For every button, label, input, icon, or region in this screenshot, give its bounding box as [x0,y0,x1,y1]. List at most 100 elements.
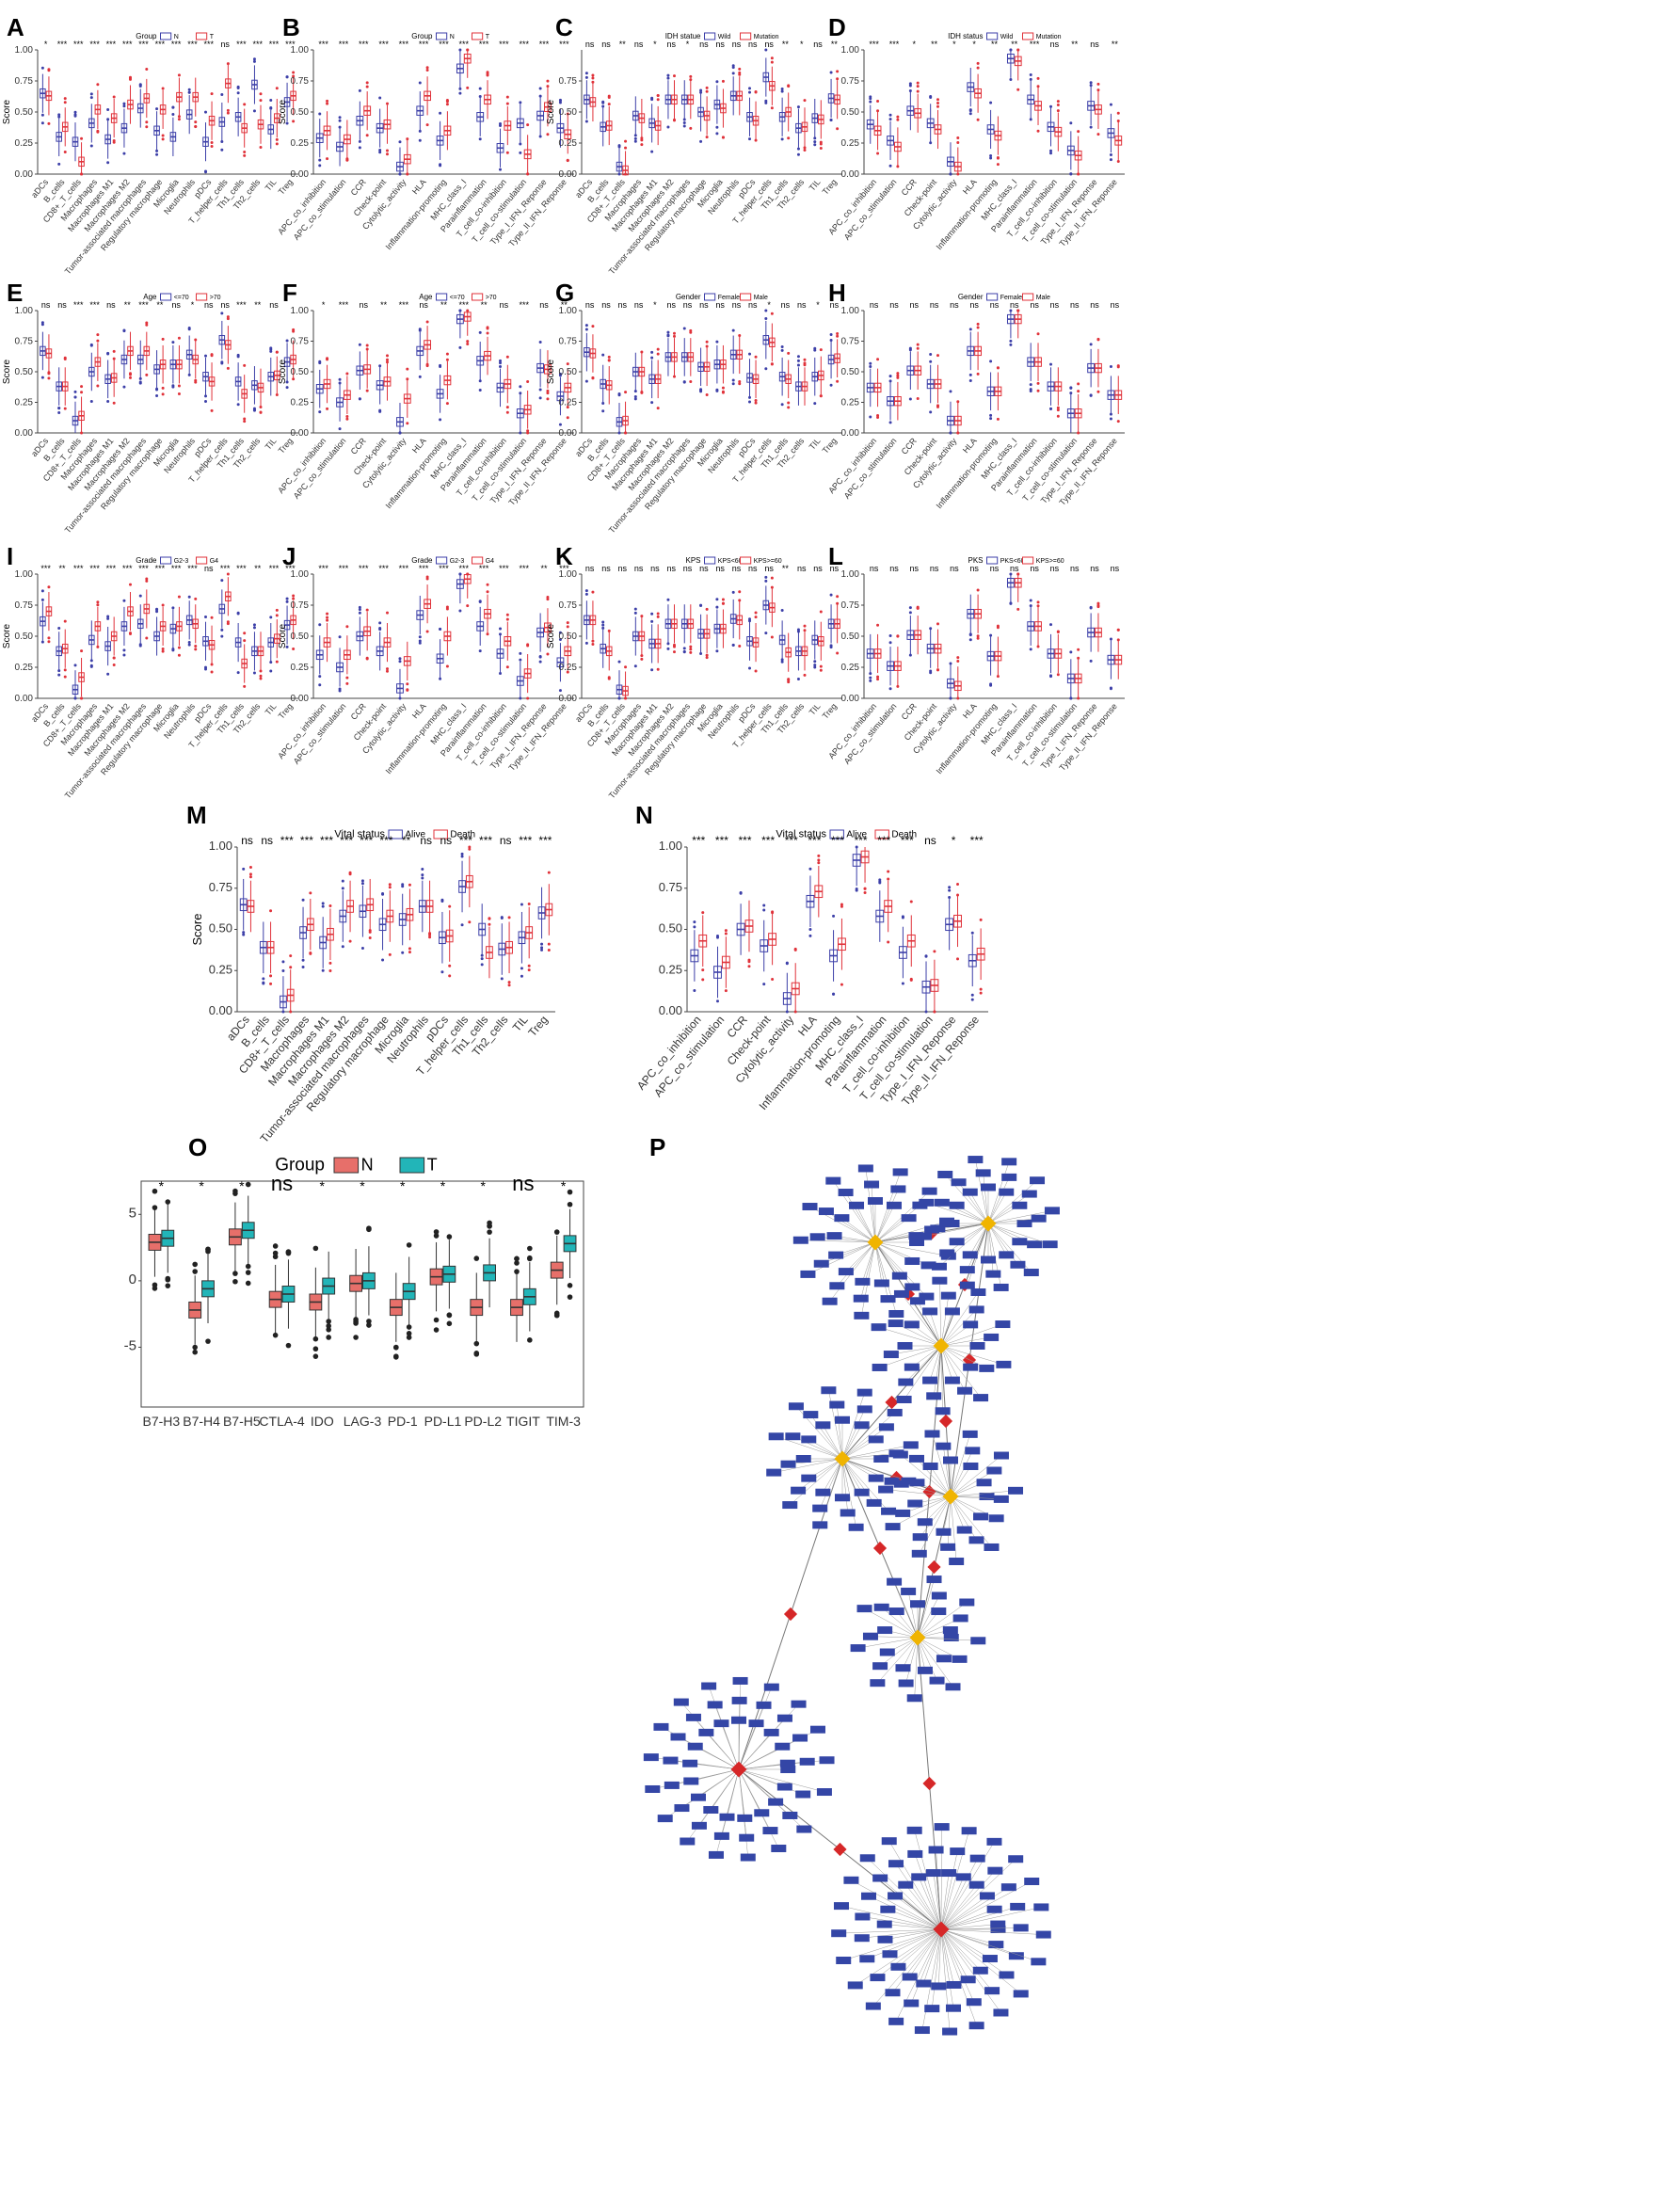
outlier-point [888,113,892,117]
outlier-point [785,961,789,965]
network-node [795,1790,811,1799]
network-node [931,1262,947,1271]
outlier-point [876,109,880,113]
outlier-point [819,610,823,614]
outlier-point [63,356,67,360]
network-spoke [874,1205,920,1243]
box-2-1 [241,1181,255,1287]
outlier-point [40,598,44,601]
network-spoke [886,1489,952,1497]
outlier-point [566,621,569,625]
significance-label: * [952,40,956,49]
outlier-point [408,947,411,951]
outlier-point [819,668,823,672]
outlier-point [813,143,817,147]
hub-node [909,1629,926,1646]
outlier-point [63,675,67,679]
outlier-point [177,73,181,77]
network-spoke [888,1841,942,1930]
significance-label: ns [990,564,1000,573]
network-node [776,1783,792,1791]
outlier-point [770,362,774,366]
outlier-point [771,910,775,914]
significance-label: *** [399,40,409,49]
network-spoke [905,1884,942,1930]
network-node [801,1435,817,1444]
outlier-point [122,599,126,602]
outlier-point [666,76,670,80]
x-tick-label: HLA [410,177,428,196]
outlier-point [624,146,628,150]
outlier-point [275,350,279,354]
outlier-point [500,977,504,981]
network-spoke [841,1392,865,1460]
outlier-point [326,1335,331,1340]
network-spoke [940,1827,942,1930]
outlier-point [252,626,256,630]
y-axis-title: Score [278,360,288,385]
network-node [866,1498,882,1507]
outlier-point [418,129,422,133]
legend-key-1 [433,829,448,840]
outlier-point [650,401,654,405]
box-11-0 [762,48,770,104]
network-node [855,1277,871,1286]
network-spoke [841,1409,866,1460]
outlier-point [640,350,644,354]
outlier-point [876,358,880,361]
outlier-point [989,154,993,158]
outlier-point [292,377,296,381]
outlier-point [624,391,628,394]
network-spoke [940,1928,977,2026]
panel-label: B [282,13,300,41]
outlier-point [738,333,742,337]
outlier-point [836,651,840,655]
significance-label: ns [1090,300,1099,310]
network-node [963,1363,979,1371]
box-3-1 [638,99,646,147]
box-5-1 [671,604,678,654]
outlier-point [1069,172,1073,176]
network-cluster-5 [850,1575,986,1703]
outlier-point [269,669,273,673]
outlier-point [232,1191,238,1196]
outlier-point [803,624,807,628]
outlier-point [888,687,892,691]
outlier-point [80,172,84,176]
outlier-point [1036,389,1040,392]
network-diagram [643,1156,1060,2036]
outlier-point [1036,76,1040,80]
box-4-0 [396,140,404,176]
network-node [920,1261,936,1270]
panel-label: E [7,279,23,307]
outlier-point [161,386,165,390]
box-4-1 [110,349,118,405]
significance-label: *** [236,300,247,310]
outlier-point [328,904,332,908]
significance-label: ** [156,300,164,310]
network-node [902,1973,918,1981]
outlier-point [705,89,709,93]
outlier-point [640,657,644,661]
outlier-point [721,391,725,394]
outlier-point [682,380,686,384]
outlier-point [682,647,686,650]
network-spoke [919,1495,952,1554]
legend-key-0 [829,829,844,840]
network-node [995,1320,1011,1329]
outlier-point [269,349,273,353]
outlier-point [480,953,484,957]
outlier-point [252,57,256,61]
outlier-point [979,991,983,995]
significance-label: ns [1090,564,1099,573]
significance-label: ** [58,564,66,573]
box-11-0 [945,886,954,951]
panel-label: M [186,801,207,829]
box-9-0 [185,88,193,135]
outlier-point [764,575,768,579]
box-5-0 [416,595,424,645]
outlier-point [949,172,952,176]
outlier-point [976,326,980,329]
network-node [873,1603,889,1611]
